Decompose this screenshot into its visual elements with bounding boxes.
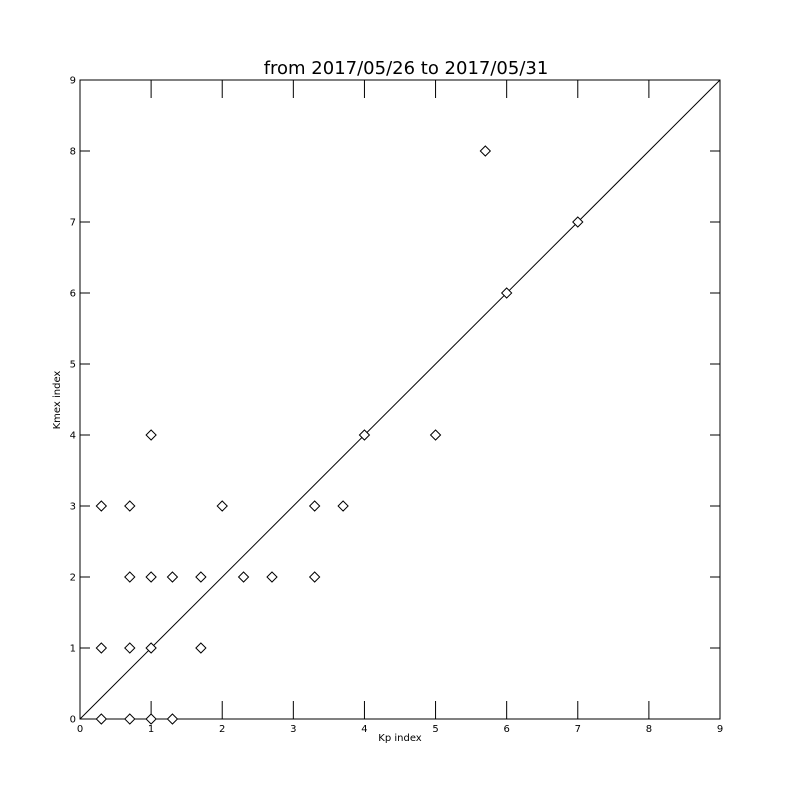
x-tick-label: 4 [361, 724, 367, 735]
data-point [95, 713, 108, 725]
y-tick-label: 1 [70, 644, 76, 655]
x-tick-label: 1 [148, 724, 154, 735]
data-point [145, 571, 157, 583]
x-tick-label: 5 [432, 724, 438, 735]
data-point [358, 429, 371, 441]
y-tick-label: 8 [70, 147, 76, 158]
data-point [145, 713, 157, 725]
data-point [166, 713, 179, 725]
data-point [308, 571, 321, 583]
axis-tick-labels: 0 1 2 3 4 5 6 7 8 9 0 1 2 3 4 5 6 7 8 9 [70, 76, 724, 736]
data-points [95, 145, 584, 725]
x-tick-label: 3 [290, 724, 296, 735]
data-point [429, 429, 442, 441]
x-tick-label: 2 [219, 724, 225, 735]
data-point [95, 642, 108, 654]
y-tick-label: 0 [70, 715, 76, 726]
y-tick-label: 6 [70, 289, 76, 300]
x-axis-label: Kp index [378, 733, 422, 744]
x-tick-label: 7 [575, 724, 581, 735]
data-point [337, 500, 349, 512]
data-point [195, 642, 207, 654]
data-point [195, 571, 207, 583]
data-point [124, 571, 136, 583]
y-tick-label: 4 [70, 431, 76, 442]
axis-ticks [79, 79, 721, 720]
data-point [500, 287, 513, 299]
reference-diagonal-line [79, 79, 721, 720]
data-point [308, 500, 321, 512]
data-point [166, 571, 179, 583]
y-axis-label: Kmex index [52, 371, 63, 430]
data-point [266, 571, 278, 583]
data-point [124, 500, 136, 512]
x-tick-label: 6 [503, 724, 509, 735]
chart-title: from 2017/05/26 to 2017/05/31 [264, 58, 549, 79]
y-tick-label: 5 [70, 360, 76, 371]
data-point [237, 571, 250, 583]
data-point [95, 500, 108, 512]
x-tick-label: 0 [77, 724, 83, 735]
data-point [479, 145, 492, 157]
x-tick-label: 8 [646, 724, 652, 735]
data-point [145, 642, 157, 654]
data-point [145, 429, 157, 441]
y-tick-label: 7 [70, 218, 76, 229]
data-point [572, 216, 584, 228]
y-tick-label: 3 [70, 502, 76, 513]
data-point [124, 713, 136, 725]
plot-frame [79, 79, 721, 720]
data-point [216, 500, 228, 512]
y-tick-label: 2 [70, 573, 76, 584]
x-tick-label: 9 [717, 724, 723, 735]
data-point [124, 642, 136, 654]
y-tick-label: 9 [70, 76, 76, 87]
